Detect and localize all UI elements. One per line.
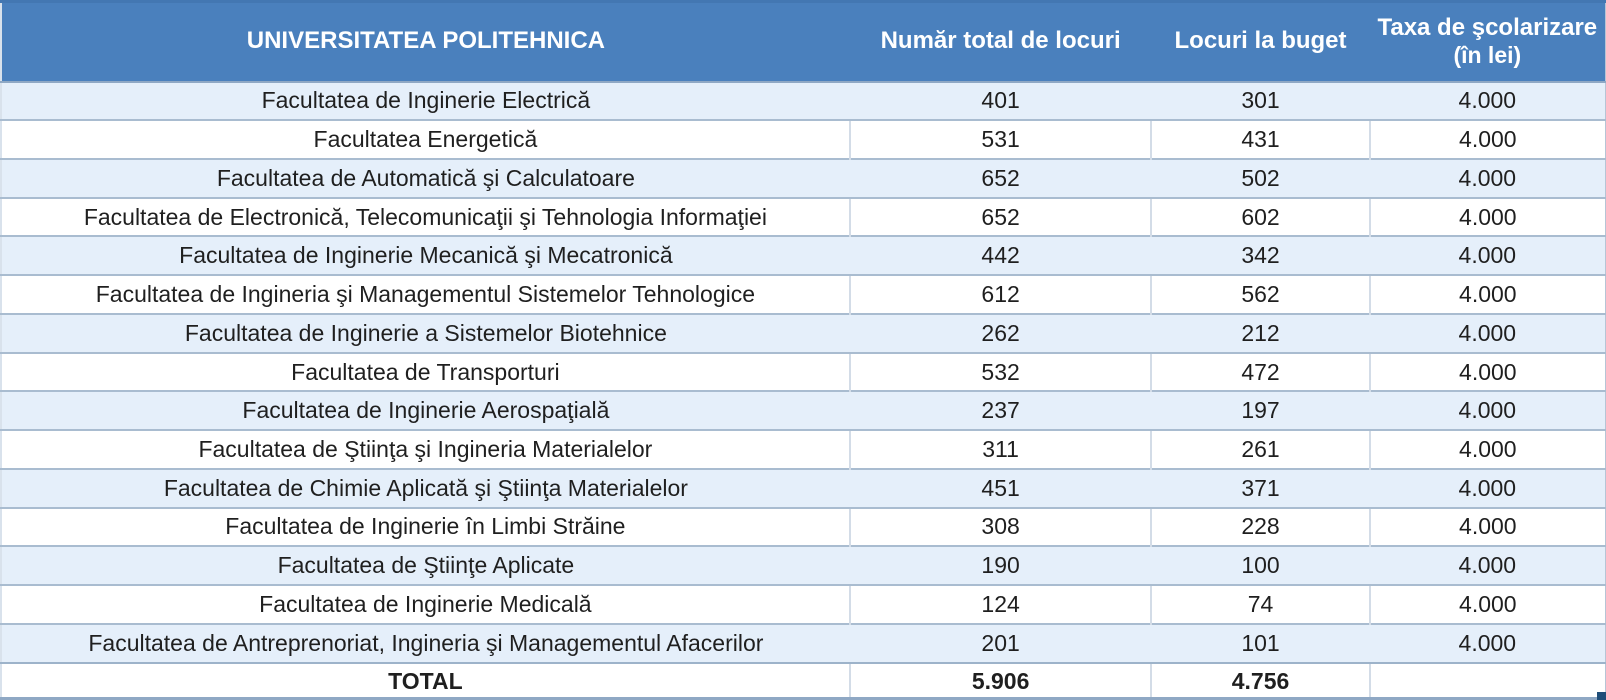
header-budget-seats: Locuri la buget	[1151, 0, 1370, 83]
budget-seats-value: 562	[1150, 274, 1370, 314]
faculty-name: Facultatea de Ingineria şi Managementul …	[1, 274, 850, 314]
table-row: Facultatea de Ştiinţa şi Ingineria Mater…	[1, 429, 1606, 469]
faculty-name: Facultatea de Transporturi	[1, 351, 850, 392]
budget-seats-value: 261	[1150, 429, 1370, 469]
total-seats-value: 531	[848, 119, 1152, 159]
table-row: Facultatea de Inginerie a Sistemelor Bio…	[1, 312, 1606, 353]
total-seats-value: 190	[849, 545, 1152, 586]
table-row: Facultatea de Inginerie Electrică 401 30…	[1, 80, 1606, 121]
header-total-seats: Număr total de locuri	[849, 0, 1152, 83]
tuition-fee-value: 4.000	[1368, 196, 1606, 237]
table-bottom-border	[0, 697, 1606, 700]
budget-seats-value: 197	[1151, 390, 1370, 431]
header-tuition-fee: Taxa de şcolarizare (în lei)	[1369, 0, 1606, 83]
budget-seats-value: 472	[1150, 351, 1370, 392]
budget-seats-sum: 4.756	[1150, 661, 1370, 700]
table-row: Facultatea de Inginerie Aerospaţială 237…	[1, 390, 1606, 431]
total-seats-value: 652	[848, 196, 1152, 237]
table-row: Facultatea de Antreprenoriat, Ingineria …	[1, 622, 1606, 663]
table-row: Facultatea de Transporturi 532 472 4.000	[1, 351, 1606, 392]
total-seats-value: 308	[848, 506, 1152, 547]
table-row: Facultatea de Chimie Aplicată şi Ştiinţa…	[1, 467, 1606, 508]
tuition-fee-value: 4.000	[1368, 119, 1606, 159]
table-row: Facultatea de Inginerie în Limbi Străine…	[1, 506, 1606, 547]
faculty-name: Facultatea de Inginerie Electrică	[1, 80, 850, 121]
faculty-name: Facultatea de Inginerie Aerospaţială	[1, 390, 850, 431]
tuition-fee-value: 4.000	[1369, 467, 1606, 508]
faculty-name: Facultatea de Inginerie Mecanică şi Meca…	[1, 235, 850, 276]
budget-seats-value: 228	[1150, 506, 1370, 547]
table-header: UNIVERSITATEA POLITEHNICA Număr total de…	[1, 0, 1606, 83]
faculty-name: Facultatea de Inginerie a Sistemelor Bio…	[1, 312, 850, 353]
total-seats-value: 401	[849, 80, 1152, 121]
tuition-fee-value: 4.000	[1369, 312, 1606, 353]
tuition-fee-value: 4.000	[1368, 429, 1606, 469]
tuition-fee-value: 4.000	[1369, 80, 1606, 121]
table-row: Facultatea de Ştiinţe Aplicate 190 100 4…	[1, 545, 1606, 586]
header-university: UNIVERSITATEA POLITEHNICA	[1, 0, 850, 83]
faculty-name: Facultatea de Automatică şi Calculatoare	[1, 157, 850, 198]
budget-seats-value: 301	[1151, 80, 1370, 121]
total-seats-value: 532	[848, 351, 1152, 392]
total-seats-value: 652	[849, 157, 1152, 198]
total-seats-value: 311	[848, 429, 1152, 469]
corner-selection-handle	[1597, 692, 1606, 700]
faculty-name: Facultatea de Inginerie în Limbi Străine	[1, 506, 850, 547]
header-tuition-line1: Taxa de şcolarizare	[1377, 13, 1598, 41]
total-seats-sum: 5.906	[848, 661, 1152, 700]
faculty-name: Facultatea de Chimie Aplicată şi Ştiinţa…	[1, 467, 850, 508]
tuition-fee-value: 4.000	[1369, 157, 1606, 198]
tuition-fee-value: 4.000	[1369, 235, 1606, 276]
faculty-name: Facultatea de Ştiinţe Aplicate	[1, 545, 850, 586]
total-row: TOTAL 5.906 4.756	[1, 661, 1606, 700]
total-seats-value: 451	[849, 467, 1152, 508]
total-seats-value: 442	[849, 235, 1152, 276]
table-row: Facultatea de Inginerie Medicală 124 74 …	[1, 584, 1606, 624]
faculty-name: Facultatea de Electronică, Telecomunicaţ…	[1, 196, 850, 237]
total-seats-value: 124	[848, 584, 1152, 624]
total-seats-value: 262	[849, 312, 1152, 353]
tuition-fee-value: 4.000	[1368, 274, 1606, 314]
table-row: Facultatea de Automatică şi Calculatoare…	[1, 157, 1606, 198]
budget-seats-value: 100	[1151, 545, 1370, 586]
budget-seats-value: 212	[1151, 312, 1370, 353]
budget-seats-value: 502	[1151, 157, 1370, 198]
tuition-fee-value: 4.000	[1368, 351, 1606, 392]
faculty-name: Facultatea Energetică	[1, 119, 850, 159]
budget-seats-value: 74	[1150, 584, 1370, 624]
table-row: Facultatea de Electronică, Telecomunicaţ…	[1, 196, 1606, 237]
total-seats-value: 237	[849, 390, 1152, 431]
tuition-fee-value: 4.000	[1368, 584, 1606, 624]
budget-seats-value: 431	[1150, 119, 1370, 159]
tuition-fee-value: 4.000	[1369, 622, 1606, 663]
total-label: TOTAL	[1, 661, 850, 700]
budget-seats-value: 342	[1151, 235, 1370, 276]
tuition-fee-value: 4.000	[1368, 506, 1606, 547]
tuition-fee-value: 4.000	[1369, 545, 1606, 586]
table-body: Facultatea de Inginerie Electrică 401 30…	[1, 80, 1606, 700]
header-tuition-line2: (în lei)	[1453, 42, 1522, 69]
total-seats-value: 612	[848, 274, 1152, 314]
total-seats-value: 201	[849, 622, 1152, 663]
budget-seats-value: 371	[1151, 467, 1370, 508]
budget-seats-value: 602	[1150, 196, 1370, 237]
faculty-name: Facultatea de Ştiinţa şi Ingineria Mater…	[1, 429, 850, 469]
table-row: Facultatea Energetică 531 431 4.000	[1, 119, 1606, 159]
table-row: Facultatea de Inginerie Mecanică şi Meca…	[1, 235, 1606, 276]
faculty-name: Facultatea de Antreprenoriat, Ingineria …	[1, 622, 850, 663]
budget-seats-value: 101	[1151, 622, 1370, 663]
faculty-name: Facultatea de Inginerie Medicală	[1, 584, 850, 624]
tuition-fee-empty	[1368, 661, 1606, 700]
tuition-fee-value: 4.000	[1369, 390, 1606, 431]
table-row: Facultatea de Ingineria şi Managementul …	[1, 274, 1606, 314]
header-row: UNIVERSITATEA POLITEHNICA Număr total de…	[1, 0, 1606, 83]
